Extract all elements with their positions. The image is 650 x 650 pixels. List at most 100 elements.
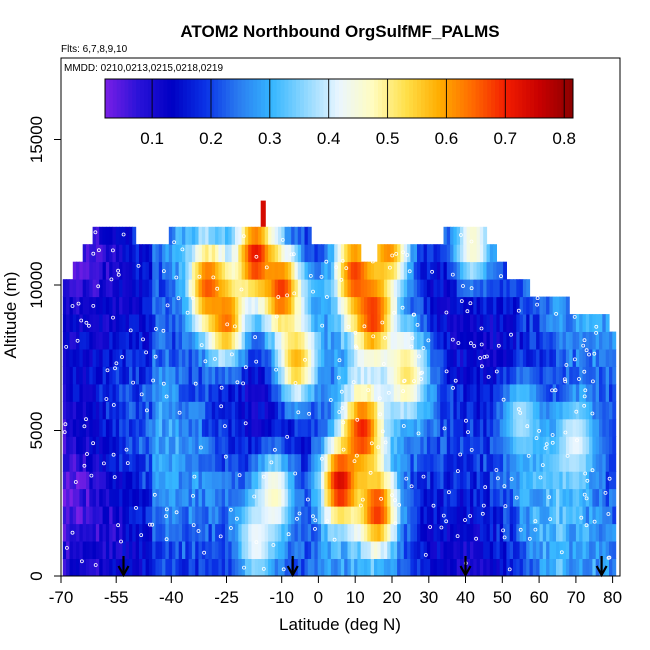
heat-cell: [522, 471, 527, 490]
heat-cell: [251, 279, 256, 298]
heat-cell: [430, 471, 435, 490]
heat-cell: [92, 366, 97, 385]
heat-cell: [125, 418, 130, 437]
heat-cell: [562, 541, 567, 559]
obs-point: [509, 477, 514, 481]
heat-cell: [370, 366, 375, 385]
heat-cell: [456, 453, 461, 472]
heat-cell: [258, 541, 262, 559]
surface-arrow-head: [459, 565, 472, 578]
obs-point: [527, 536, 532, 541]
heat-cell: [456, 383, 461, 402]
heat-cell: [76, 558, 80, 576]
heat-cell: [122, 401, 127, 420]
heat-cell: [79, 506, 84, 525]
obs-point: [584, 496, 589, 501]
heat-cell: [208, 506, 213, 525]
heat-cell: [297, 349, 302, 367]
heat-cell: [142, 261, 147, 280]
heat-cell: [592, 331, 597, 350]
heat-cell: [72, 296, 77, 315]
heat-cell: [473, 506, 478, 525]
heat-cell: [503, 296, 507, 315]
heat-cell: [284, 436, 289, 455]
heat-cell: [178, 558, 183, 576]
heat-cell: [304, 541, 309, 559]
heat-cell: [215, 558, 219, 576]
heat-cell: [228, 296, 233, 315]
heat-cell: [155, 558, 160, 576]
heat-cell: [390, 506, 395, 525]
heat-cell: [195, 226, 200, 245]
heat-cell: [188, 418, 193, 437]
heat-cell: [297, 436, 302, 455]
heat-cell: [536, 436, 540, 455]
heat-cell: [221, 506, 226, 525]
obs-point: [509, 332, 513, 337]
heat-cell: [92, 314, 97, 332]
heat-cell: [397, 331, 401, 350]
colorbar-segment: [327, 79, 332, 118]
heat-cell: [294, 226, 299, 245]
heat-cell: [231, 226, 236, 245]
heat-cell: [344, 383, 349, 402]
heat-cell: [393, 244, 398, 263]
heat-cell: [115, 244, 120, 263]
heat-cell: [112, 418, 117, 437]
heat-cell: [440, 471, 445, 490]
heat-cell: [307, 436, 312, 455]
heat-cell: [327, 541, 332, 559]
heat-cell: [218, 349, 223, 367]
heat-cell: [112, 506, 117, 525]
heat-cell: [559, 541, 564, 559]
heat-cell: [215, 453, 219, 472]
heat-cell: [364, 314, 368, 332]
obs-point: [274, 314, 279, 319]
heat-cell: [129, 506, 133, 525]
heat-cell: [526, 279, 531, 298]
heat-cell: [152, 401, 157, 420]
heat-cell: [552, 541, 557, 559]
heat-cell: [460, 349, 464, 367]
heat-cell: [148, 488, 153, 507]
heat-cell: [172, 541, 176, 559]
heat-cell: [417, 314, 421, 332]
heat-cell: [311, 401, 315, 420]
heat-cell: [509, 453, 514, 472]
heat-cell: [119, 541, 123, 559]
heat-cell: [92, 558, 97, 576]
colorbar-segment: [498, 79, 504, 118]
heat-cell: [221, 471, 226, 490]
obs-point: [112, 475, 117, 480]
heat-cell: [139, 436, 143, 455]
obs-point: [507, 567, 512, 572]
obs-point: [590, 468, 595, 473]
heat-cell: [453, 349, 458, 367]
obs-point: [455, 534, 460, 538]
heat-cell: [218, 279, 223, 298]
heat-cell: [529, 523, 534, 542]
heat-cell: [377, 453, 382, 472]
heat-cell: [473, 331, 478, 350]
colorbar-segment: [487, 79, 492, 118]
heat-cell: [76, 506, 80, 525]
heat-cell: [72, 349, 77, 367]
heat-cell: [99, 296, 104, 315]
heat-cell: [364, 453, 368, 472]
heat-cell: [211, 314, 216, 332]
heat-cell: [463, 523, 468, 542]
heat-cell: [393, 366, 398, 385]
heat-cell: [393, 383, 398, 402]
obs-point: [196, 529, 201, 533]
heat-cell: [569, 523, 574, 542]
obs-point: [415, 322, 420, 327]
heat-cell: [440, 244, 445, 263]
heat-cell: [254, 436, 259, 455]
heat-cell: [317, 366, 322, 385]
heat-cell: [178, 383, 183, 402]
heat-cell: [354, 349, 358, 367]
colorbar-segment: [245, 79, 250, 118]
heat-cell: [307, 366, 312, 385]
heat-cell: [278, 296, 282, 315]
heat-cell: [221, 453, 226, 472]
